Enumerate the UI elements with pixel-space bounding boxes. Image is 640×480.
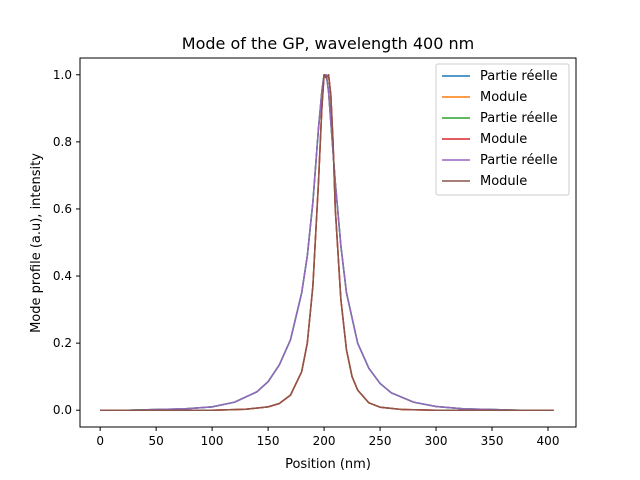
legend-label: Partie réelle <box>480 69 558 84</box>
x-tick-label: 250 <box>369 434 392 448</box>
y-tick-label: 0.4 <box>53 269 72 283</box>
y-tick-label: 0.8 <box>53 135 72 149</box>
legend-label: Module <box>480 132 527 147</box>
y-axis-label: Mode profile (a.u), intensity <box>29 153 44 333</box>
y-tick-label: 0.2 <box>53 336 72 350</box>
y-tick-label: 0.6 <box>53 202 72 216</box>
legend-label: Partie réelle <box>480 111 558 126</box>
series-line-6 <box>100 74 554 411</box>
x-tick-label: 350 <box>481 434 504 448</box>
series-line-5 <box>100 74 554 411</box>
x-tick-label: 200 <box>313 434 336 448</box>
legend-label: Module <box>480 174 527 189</box>
y-tick-label: 1.0 <box>53 68 72 82</box>
chart-title: Mode of the GP, wavelength 400 nm <box>182 34 474 53</box>
legend-label: Module <box>480 90 527 105</box>
y-tick-label: 0.0 <box>53 403 72 417</box>
legend: Partie réelle Module Partie réelle Module Pa… <box>435 63 570 196</box>
x-tick-label: 300 <box>425 434 448 448</box>
x-tick-label: 150 <box>257 434 280 448</box>
series-layer <box>100 74 554 411</box>
x-tick-label: 50 <box>148 434 163 448</box>
y-axis-ticks: 0.0 0.2 0.4 0.6 0.8 1.0 <box>53 68 80 417</box>
x-tick-label: 100 <box>201 434 224 448</box>
x-tick-label: 0 <box>96 434 104 448</box>
x-tick-label: 400 <box>537 434 560 448</box>
legend-label: Partie réelle <box>480 153 558 168</box>
x-axis-ticks: 0 50 100 150 200 250 300 350 400 <box>96 427 559 448</box>
plot-frame <box>79 57 577 428</box>
x-axis-label: Position (nm) <box>285 457 371 472</box>
